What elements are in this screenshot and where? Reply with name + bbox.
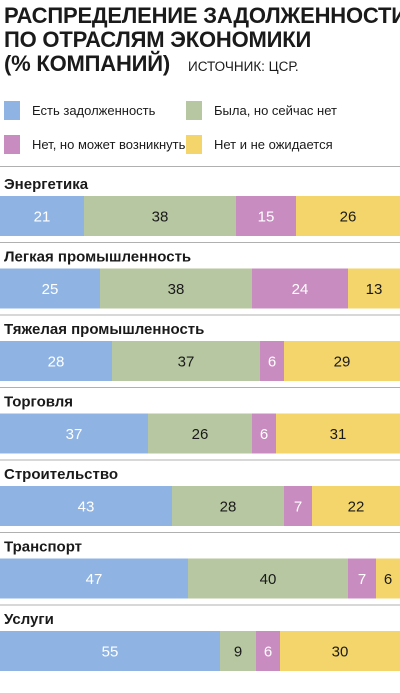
value-label-1-series-2: 24	[292, 281, 309, 298]
bar-4-series-2	[284, 486, 312, 526]
legend-label-may-arise: Нет, но может возникнуть	[32, 136, 186, 152]
bar-2-series-0	[0, 341, 112, 381]
bar-1-series-1	[100, 268, 252, 309]
title-line-3-text: (% КОМПАНИЙ)	[4, 51, 171, 76]
bar-4-series-3	[312, 486, 400, 526]
legend: Есть задолженность Была, но сейчас нет Н…	[4, 100, 396, 154]
value-label-0-series-0: 21	[34, 209, 51, 226]
bar-1-series-0	[0, 268, 100, 309]
bar-5-series-0	[0, 558, 188, 599]
value-label-3-series-1: 26	[192, 426, 209, 443]
value-label-3-series-2: 6	[260, 426, 268, 443]
value-label-4-series-0: 43	[78, 499, 95, 516]
legend-item-not-expected: Нет и не ожидается	[186, 134, 396, 154]
value-label-6-series-2: 6	[264, 644, 272, 661]
title-line-3: (% КОМПАНИЙ) ИСТОЧНИК: ЦСР.	[4, 52, 396, 79]
row-separator-3	[0, 459, 400, 461]
category-label-3: Торговля	[4, 394, 73, 411]
legend-label-had-debt: Была, но сейчас нет	[214, 102, 337, 118]
legend-label-has-debt: Есть задолженность	[32, 102, 156, 118]
legend-separator	[0, 166, 400, 167]
bar-1-series-3	[348, 268, 400, 309]
bar-1-series-2	[252, 268, 348, 309]
value-label-1-series-0: 25	[42, 281, 59, 298]
legend-swatch-has-debt	[4, 100, 20, 120]
legend-item-may-arise: Нет, но может возникнуть	[4, 134, 186, 154]
legend-item-has-debt: Есть задолженность	[4, 100, 186, 120]
bar-0-series-0	[0, 196, 84, 236]
row-separator-5	[0, 604, 400, 606]
value-label-5-series-1: 40	[260, 571, 277, 588]
bar-5-series-2	[348, 558, 376, 599]
bar-6-series-0	[0, 631, 220, 671]
row-separator-2	[0, 387, 400, 388]
row-separator-4	[0, 532, 400, 533]
bar-6-series-3	[280, 631, 400, 671]
value-label-6-series-3: 30	[332, 644, 349, 661]
category-label-5: Транспорт	[4, 539, 82, 556]
value-label-2-series-2: 6	[268, 354, 276, 371]
value-label-6-series-0: 55	[102, 644, 119, 661]
bar-3-series-1	[148, 413, 252, 454]
bar-3-series-3	[276, 413, 400, 454]
value-label-2-series-1: 37	[178, 354, 195, 371]
value-label-6-series-1: 9	[234, 644, 242, 661]
category-label-6: Услуги	[4, 611, 54, 628]
value-label-4-series-2: 7	[294, 499, 302, 516]
legend-label-not-expected: Нет и не ожидается	[214, 136, 333, 152]
legend-swatch-not-expected	[186, 134, 202, 154]
bar-5-series-1	[188, 558, 348, 599]
value-label-5-series-0: 47	[86, 571, 103, 588]
bar-3-series-0	[0, 413, 148, 454]
legend-item-had-debt: Была, но сейчас нет	[186, 100, 396, 120]
source-note: ИСТОЧНИК: ЦСР.	[188, 59, 299, 74]
value-label-5-series-3: 6	[384, 571, 392, 588]
bar-2-series-2	[260, 341, 284, 381]
category-label-0: Энергетика	[4, 176, 89, 193]
value-label-4-series-1: 28	[220, 499, 237, 516]
bar-0-series-3	[296, 196, 400, 236]
value-label-1-series-3: 13	[366, 281, 383, 298]
row-separator-0	[0, 242, 400, 243]
value-label-2-series-3: 29	[334, 354, 351, 371]
legend-swatch-may-arise	[4, 134, 20, 154]
bar-3-series-2	[252, 413, 276, 454]
bar-6-series-1	[220, 631, 256, 671]
value-label-1-series-1: 38	[168, 281, 185, 298]
value-label-0-series-2: 15	[258, 209, 275, 226]
bar-6-series-2	[256, 631, 280, 671]
row-separator-1	[0, 314, 400, 316]
value-label-3-series-0: 37	[66, 426, 83, 443]
category-label-4: Строительство	[4, 466, 118, 483]
category-label-1: Легкая промышленность	[4, 249, 191, 266]
bar-4-series-1	[172, 486, 284, 526]
value-label-2-series-0: 28	[48, 354, 65, 371]
legend-swatch-had-debt	[186, 100, 202, 120]
value-label-3-series-3: 31	[330, 426, 347, 443]
bar-4-series-0	[0, 486, 172, 526]
value-label-0-series-3: 26	[340, 209, 357, 226]
bar-2-series-1	[112, 341, 260, 381]
bar-0-series-2	[236, 196, 296, 236]
chart-title: РАСПРЕДЕЛЕНИЕ ЗАДОЛЖЕННОСТИ ПО ОТРАСЛЯМ …	[4, 3, 400, 79]
value-label-0-series-1: 38	[152, 209, 169, 226]
value-label-4-series-3: 22	[348, 499, 365, 516]
title-line-1: РАСПРЕДЕЛЕНИЕ ЗАДОЛЖЕННОСТИ	[4, 3, 400, 28]
bar-2-series-3	[284, 341, 400, 381]
title-line-2: ПО ОТРАСЛЯМ ЭКОНОМИКИ	[4, 27, 312, 52]
category-label-2: Тяжелая промышленность	[4, 321, 204, 338]
bar-0-series-1	[84, 196, 236, 236]
bar-5-series-3	[376, 558, 400, 599]
value-label-5-series-2: 7	[358, 571, 366, 588]
